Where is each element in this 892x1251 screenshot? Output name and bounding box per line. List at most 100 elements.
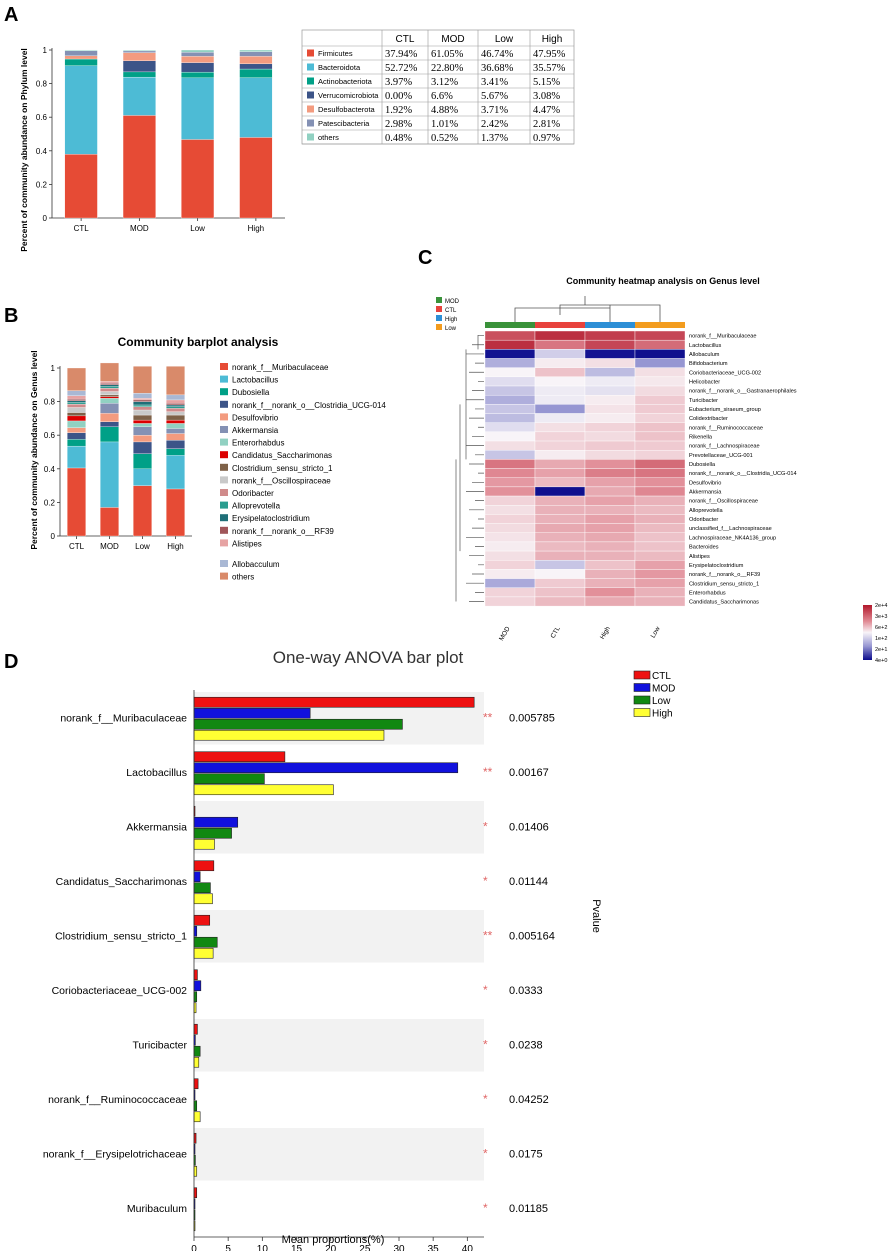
anova-bar-lactobacillus-high	[193, 784, 334, 796]
anova-bar-coriobacteriaceae-ucg-002-mod	[193, 980, 202, 992]
heat-cell-lactobacillus-ctl	[534, 339, 586, 350]
anova-row-band	[194, 1128, 484, 1181]
heat-cell-erysipelatoclostridium-low	[634, 560, 686, 570]
heat-cell-norank-f-norank-o-clostridia-ucg-014-high	[584, 468, 636, 478]
heat-cell-norank-f-ruminococcaceae-high	[584, 422, 636, 433]
panel-b-bar-low-norank-f-muribaculaceae	[133, 485, 152, 537]
panel-d-title: One-way ANOVA bar plot	[273, 648, 464, 667]
panel-a-ytick-label: 0.2	[36, 180, 48, 189]
heat-cell-akkermansia-ctl	[534, 486, 586, 497]
group-legend-swatch-low	[436, 324, 442, 330]
heat-cell-candidatus-saccharimonas-ctl	[534, 596, 586, 607]
heat-cell-enterorhabdus-mod	[484, 587, 536, 598]
heat-row-label: Coriobacteriaceae_UCG-002	[689, 370, 761, 376]
heat-cell-lachnospiraceae-nk4a136-group-mod	[484, 532, 536, 543]
heat-cell-clostridium-sensu-stricto-1-low	[634, 578, 686, 588]
panel-b-bar-mod-enterorhabdus	[100, 398, 119, 404]
anova-pvalue: 0.005785	[509, 712, 555, 724]
panel-b-bar-mod-norank-f-norank-o-rf39	[100, 382, 119, 385]
panel-b-bar-low-norank-f-norank-o-clostridia-ucg-014	[133, 441, 152, 454]
table-swatch-others	[307, 133, 314, 141]
heat-cell-eubacterium-siraeum-group-ctl	[534, 404, 586, 414]
panel-b-bar-high-desulfovibrio	[166, 433, 185, 441]
panel-b-bar-high-clostridium-sensu-stricto-1	[166, 414, 185, 421]
heat-cell-clostridium-sensu-stricto-1-high	[584, 578, 636, 588]
anova-bar-akkermansia-mod	[193, 816, 239, 828]
heat-row-label: Prevotellaceae_UCG-001	[689, 453, 753, 459]
legend-swatch-norank-f-norank-o-clostridia-ucg-014	[220, 400, 228, 408]
panel-a-bar-ctl-firmicutes	[64, 154, 98, 219]
legend-swatch-erysipelatoclostridium	[220, 514, 228, 522]
heat-cell-rikenella-ctl	[534, 431, 586, 442]
anova-pvalue: 0.01185	[509, 1203, 548, 1215]
heat-cell-norank-f-norank-o-rf39-ctl	[534, 569, 586, 579]
anova-pvalue: 0.01144	[509, 876, 548, 888]
anova-bar-akkermansia-low	[193, 827, 232, 839]
heat-cell-odoribacter-mod	[484, 514, 536, 524]
heat-cell-lachnospiraceae-nk4a136-group-ctl	[534, 532, 586, 543]
heat-cell-enterorhabdus-low	[634, 587, 686, 598]
anova-pvalue: 0.0238	[509, 1039, 543, 1051]
anova-bar-norank-f-erysipelotrichaceae-high	[193, 1165, 198, 1177]
heat-cell-dubosiella-low	[634, 459, 686, 469]
legend-label-dubosiella: Dubosiella	[232, 388, 270, 397]
legend-label-desulfovibrio: Desulfovibrio	[232, 413, 279, 422]
table-cell: 46.74%	[481, 49, 514, 60]
heat-cell-enterorhabdus-ctl	[534, 587, 586, 598]
group-legend-label-ctl: CTL	[445, 308, 457, 314]
panel-c-title: Community heatmap analysis on Genus leve…	[566, 276, 760, 286]
table-cell: 36.68%	[481, 63, 514, 74]
anova-row-band	[194, 1019, 484, 1072]
legend-swatch-clostridium-sensu-stricto-1	[220, 463, 228, 471]
anova-legend-label-high: High	[652, 709, 673, 720]
anova-category-label: Lactobacillus	[126, 767, 187, 779]
heat-cell-coriobacteriaceae-ucg-002-mod	[484, 367, 536, 378]
panel-b-bar-mod-norank-f-oscillospiraceae	[100, 391, 119, 396]
panel-b-bar-low-enterorhabdus	[133, 423, 152, 427]
heat-row-label: unclassified_f__Lachnospiraceae	[689, 526, 772, 532]
anova-xtick-label: 35	[428, 1244, 440, 1251]
heat-cell-candidatus-saccharimonas-high	[584, 596, 636, 607]
panel-b-bar-high-akkermansia	[166, 428, 185, 434]
panel-b-bar-high-candidatus-saccharimonas	[166, 419, 185, 424]
color-scale-label: 3e+3	[875, 614, 887, 620]
panel-b-ytick-label: 0.2	[44, 498, 56, 507]
anova-bar-coriobacteriaceae-ucg-002-ctl	[193, 969, 198, 981]
legend-label-clostridium-sensu-stricto-1: Clostridium_sensu_stricto_1	[232, 464, 333, 473]
table-cell: 3.97%	[385, 77, 412, 88]
panel-label-a: A	[4, 4, 18, 26]
heat-row-label: Eubacterium_siraeum_group	[689, 407, 761, 413]
panel-b-ytick-label: 1	[51, 364, 56, 373]
heat-cell-norank-f-norank-o-rf39-high	[584, 569, 636, 579]
heat-cell-lactobacillus-mod	[484, 339, 536, 350]
heat-cell-colidextribacter-ctl	[534, 413, 586, 423]
legend-swatch-norank-f-norank-o-rf39	[220, 526, 228, 534]
group-bar-high	[585, 322, 635, 328]
heat-cell-erysipelatoclostridium-ctl	[534, 560, 586, 570]
heat-row-label: norank_f__norank_o__Clostridia_UCG-014	[689, 471, 797, 477]
anova-xtick-label: 0	[191, 1244, 197, 1251]
panel-a-bar-ctl-desulfobacterota	[64, 55, 98, 60]
panel-a-xtick-label: MOD	[130, 224, 149, 233]
heat-cell-alloprevotella-low	[634, 505, 686, 515]
heat-cell-alistipes-high	[584, 550, 636, 561]
anova-xtick-label: 25	[359, 1244, 371, 1251]
anova-bar-norank-f-muribaculaceae-mod	[193, 707, 311, 719]
anova-legend-label-low: Low	[652, 696, 671, 707]
anova-significance: **	[483, 710, 493, 724]
heat-cell-unclassified-f-lachnospiraceae-mod	[484, 523, 536, 533]
anova-xtick-label: 10	[257, 1244, 269, 1251]
legend-label-others: others	[232, 573, 254, 582]
anova-bar-candidatus-saccharimonas-ctl	[193, 860, 215, 872]
legend-label-norank-f-norank-o-clostridia-ucg-014: norank_f__norank_o__Clostridia_UCG-014	[232, 401, 386, 410]
panel-b-bar-low-akkermansia	[133, 426, 152, 436]
heat-cell-norank-f-ruminococcaceae-ctl	[534, 422, 586, 433]
panel-a-bar-low-firmicutes	[181, 139, 215, 219]
heat-cell-dubosiella-high	[584, 459, 636, 469]
anova-legend-swatch-mod	[633, 683, 651, 692]
panel-b-bar-mod-akkermansia	[100, 403, 119, 414]
panel-b-bar-ctl-odoribacter	[67, 403, 86, 408]
anova-category-label: Candidatus_Saccharimonas	[56, 876, 187, 888]
heat-cell-norank-f-muribaculaceae-low	[634, 330, 686, 341]
heat-cell-bifidobacterium-low	[634, 358, 686, 368]
